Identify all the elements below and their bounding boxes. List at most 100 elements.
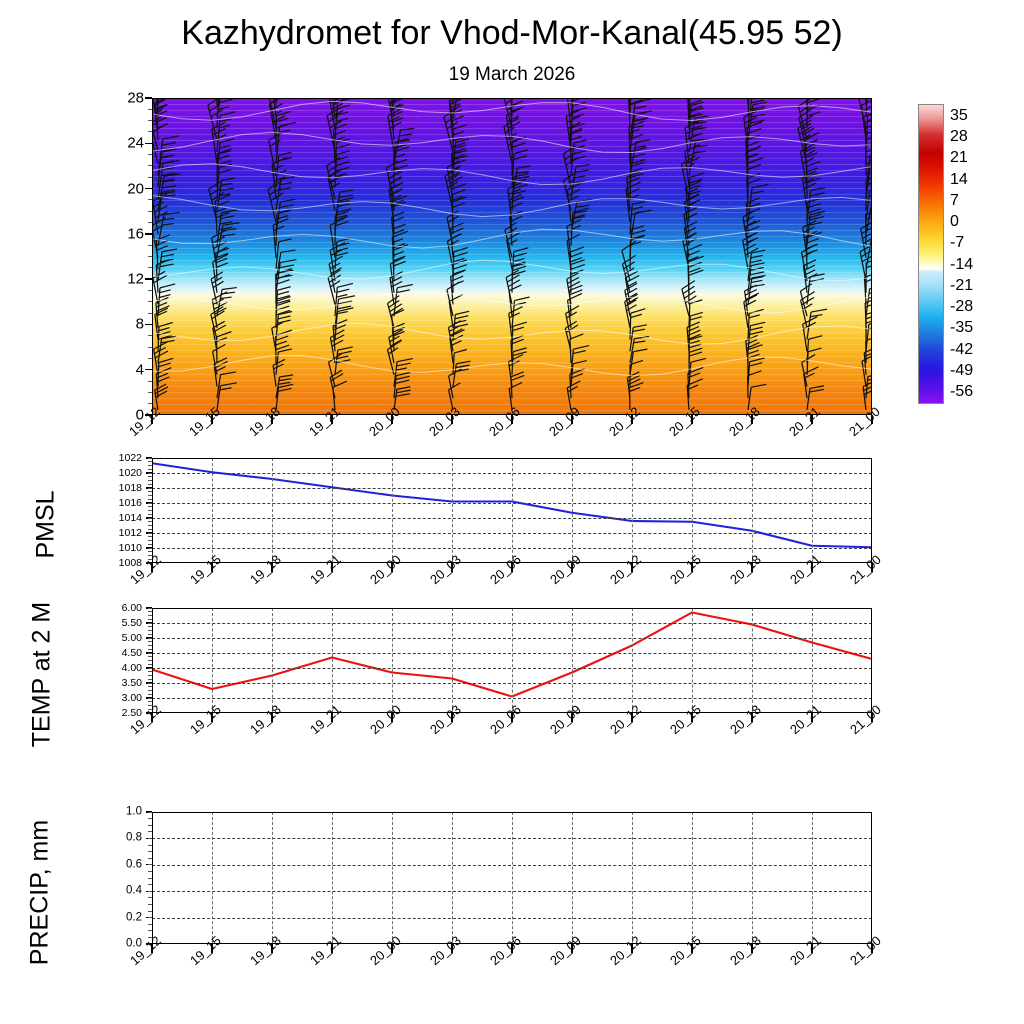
- temp-2m-x-tick: [871, 713, 873, 722]
- colorbar-tick-label: 35: [950, 107, 968, 124]
- temp-2m-y-minor-tick: [148, 678, 152, 680]
- precip-x-tick: [151, 944, 153, 953]
- pmsl-y-tick-label: 1014: [118, 511, 142, 524]
- temp-2m-y-minor-tick: [148, 641, 152, 643]
- pmsl-y-minor-tick: [148, 472, 152, 474]
- precip-gridline-v: [392, 812, 393, 944]
- cross-section-y-tick-label: 24: [127, 134, 144, 152]
- cross-section-y-tick: [145, 414, 152, 416]
- page-title: Kazhydromet for Vhod-Mor-Kanal(45.95 52): [181, 14, 843, 52]
- cross-section-y-minor-tick: [148, 176, 152, 178]
- precip-axis-label: PRECIP, mm: [25, 819, 54, 966]
- pmsl-gridline-v: [812, 458, 813, 563]
- cross-section-y-tick-label: 8: [135, 315, 144, 333]
- temp-2m-y-minor-tick: [148, 682, 152, 684]
- temp-axis-label: TEMP at 2 M: [27, 601, 56, 748]
- temp-2m-x-tick: [631, 713, 633, 722]
- colorbar-tick-label: 21: [950, 149, 968, 167]
- pmsl-x-tick: [271, 563, 273, 572]
- temp-2m-y-tick-label: 5.50: [121, 616, 142, 629]
- temp-2m-y-minor-tick: [148, 690, 152, 691]
- pmsl-y-minor-tick: [148, 543, 152, 545]
- temp-2m-y-minor-tick: [148, 686, 152, 688]
- colorbar-gradient: [918, 104, 944, 404]
- temp-2m-y-minor-tick: [148, 607, 152, 609]
- pmsl-x-tick: [631, 563, 633, 572]
- precip-y-minor-tick: [148, 930, 152, 932]
- pmsl-x-tick: [811, 563, 813, 572]
- temp-2m-y-tick-label: 3.00: [121, 691, 142, 704]
- precip-y-minor-tick: [148, 897, 152, 899]
- cross-section-y-tick-label: 12: [127, 270, 144, 288]
- cross-section-y-minor-tick: [148, 391, 152, 393]
- cross-section-y-tick-label: 20: [127, 180, 144, 198]
- pmsl-x-tick: [751, 563, 753, 572]
- precip-plot[interactable]: [150, 812, 874, 946]
- cross-section-y-tick: [145, 97, 152, 99]
- precip-x-tick: [751, 944, 753, 953]
- pmsl-x-tick: [211, 563, 213, 572]
- precip-y-minor-tick: [148, 943, 152, 945]
- temp-2m-x-tick: [391, 713, 393, 722]
- pmsl-y-minor-tick: [148, 521, 152, 523]
- cross-section-x-tick: [871, 415, 873, 424]
- cross-section-y-minor-tick: [148, 346, 152, 348]
- temp-2m-gridline-v: [572, 608, 573, 713]
- colorbar-tick-label: -7: [950, 234, 965, 252]
- cross-section-plot[interactable]: [152, 98, 872, 415]
- precip-y-minor-tick: [148, 917, 152, 919]
- colorbar-tick-label: 28: [950, 128, 968, 146]
- colorbar-tick-label: -35: [950, 319, 974, 337]
- temp-2m-y-tick-label: 3.50: [121, 676, 142, 689]
- temp-2m-x-tick: [691, 713, 693, 722]
- cross-section-x-tick: [211, 415, 213, 424]
- temp-2m-gridline-v: [512, 608, 513, 713]
- pmsl-x-tick: [391, 563, 393, 572]
- cross-section-y-minor-tick: [148, 312, 152, 314]
- temp-2m-y-minor-tick: [148, 712, 152, 714]
- cross-section-y-tick-label: 0: [135, 406, 144, 424]
- temp-2m-y-minor-tick: [148, 701, 152, 703]
- pmsl-gridline-v: [572, 458, 573, 563]
- cross-section-y-minor-tick: [148, 357, 152, 359]
- pmsl-x-tick: [871, 563, 873, 572]
- cross-section-y-tick-label: 28: [127, 89, 144, 107]
- cross-section-x-tick: [391, 415, 393, 424]
- precip-gridline-v: [512, 812, 513, 944]
- pmsl-y-minor-tick: [148, 465, 152, 466]
- cross-section-y-minor-tick: [148, 301, 152, 303]
- temp-2m-y-minor-tick: [148, 708, 152, 710]
- colorbar-tick-label: 14: [950, 170, 968, 188]
- temp-2m-x-tick: [571, 713, 573, 722]
- temp-2m-y-minor-tick: [148, 611, 152, 613]
- precip-y-minor-tick: [148, 831, 152, 833]
- pmsl-gridline-v: [632, 458, 633, 563]
- temperature-colorbar[interactable]: [918, 104, 944, 404]
- precip-x-tick: [451, 944, 453, 953]
- temp-2m-y-minor-tick: [148, 693, 152, 695]
- temp-2m-y-minor-tick: [148, 633, 152, 635]
- pmsl-y-minor-tick: [148, 536, 152, 538]
- pmsl-y-tick-label: 1022: [118, 451, 142, 464]
- precip-y-minor-tick: [148, 870, 152, 872]
- precip-x-tick: [391, 944, 393, 953]
- pmsl-y-minor-tick: [148, 468, 152, 470]
- temp-2m-y-minor-tick: [148, 626, 152, 628]
- temp-2m-y-tick-label: 2.50: [121, 706, 142, 719]
- pmsl-y-minor-tick: [148, 551, 152, 553]
- precip-x-tick: [691, 944, 693, 953]
- pmsl-y-minor-tick: [148, 491, 152, 493]
- pmsl-y-minor-tick: [148, 517, 152, 519]
- pmsl-y-minor-tick: [148, 506, 152, 508]
- pmsl-plot[interactable]: [150, 458, 874, 563]
- temp-2m-y-minor-tick: [148, 645, 152, 646]
- colorbar-tick-label: -14: [950, 255, 974, 273]
- precip-y-tick-label: 0.0: [126, 937, 142, 950]
- precip-y-minor-tick: [148, 811, 152, 813]
- temp-2m-x-tick: [511, 713, 513, 722]
- temp-plot[interactable]: [150, 608, 874, 713]
- cross-section-y-minor-tick: [148, 222, 152, 224]
- cross-section-y-tick: [145, 187, 152, 190]
- cross-section-y-minor-tick: [148, 199, 152, 201]
- precip-y-minor-tick: [148, 837, 152, 839]
